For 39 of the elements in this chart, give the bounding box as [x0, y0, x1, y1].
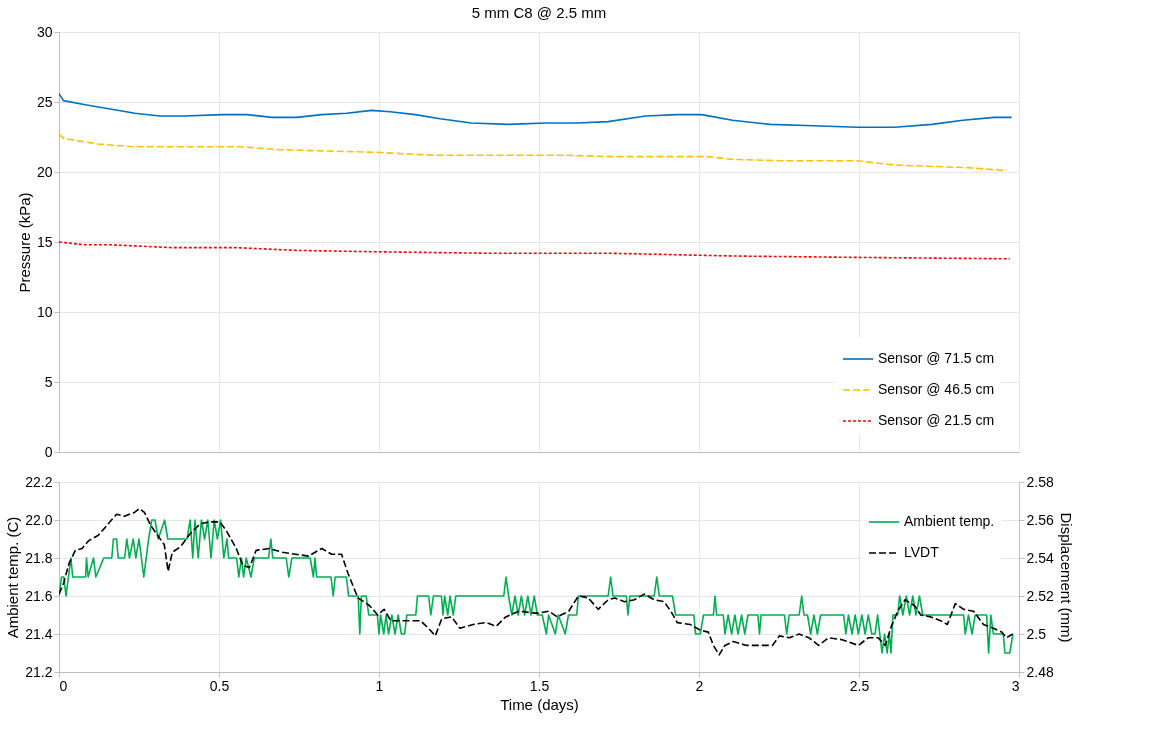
y-tick-label: 21.4	[25, 625, 53, 642]
line-series	[59, 92, 1013, 128]
line-series	[59, 133, 1008, 172]
x-axis-title: Time (days)	[500, 695, 579, 713]
x-tick-label: 2	[695, 677, 704, 694]
x-tick-label: 0	[59, 677, 68, 694]
chart-title: 5 mm C8 @ 2.5 mm	[471, 4, 607, 21]
y2-tick-label: 2.52	[1026, 587, 1054, 604]
legend-label: LVDT	[904, 544, 940, 560]
x-tick-label: 3	[1011, 677, 1020, 694]
y-tick-label: 21.2	[25, 663, 53, 680]
y-tick-label: 22.0	[25, 511, 53, 528]
x-tick-label: 2.5	[849, 677, 870, 694]
y-tick-label: 5	[44, 373, 53, 390]
y2-tick-label: 2.54	[1026, 549, 1054, 566]
y-tick-label: 15	[36, 233, 53, 250]
y2-tick-label: 2.5	[1026, 625, 1047, 642]
y-axis-title: Ambient temp. (C)	[4, 516, 22, 639]
y2-axis-title: Displacement (mm)	[1057, 512, 1075, 643]
legend-label: Sensor @ 21.5 cm	[878, 412, 995, 428]
legend-label: Sensor @ 46.5 cm	[878, 381, 995, 397]
line-series	[59, 241, 1011, 260]
x-tick-label: 1	[375, 677, 384, 694]
x-tick-label: 0.5	[209, 677, 230, 694]
y2-tick-label: 2.58	[1026, 473, 1054, 490]
y2-tick-label: 2.56	[1026, 511, 1054, 528]
y-tick-label: 30	[36, 23, 53, 40]
y-tick-label: 20	[36, 163, 53, 180]
x-tick-label: 1.5	[529, 677, 550, 694]
y-tick-label: 21.8	[25, 549, 53, 566]
y-tick-label: 22.2	[25, 473, 53, 490]
y-axis-title: Pressure (kPa)	[15, 192, 33, 293]
y-tick-label: 25	[36, 93, 53, 110]
y-tick-label: 21.6	[25, 587, 53, 604]
legend-label: Sensor @ 71.5 cm	[878, 350, 995, 366]
y2-tick-label: 2.48	[1026, 663, 1054, 680]
y-tick-label: 0	[44, 443, 53, 460]
y-tick-label: 10	[36, 303, 53, 320]
legend-label: Ambient temp.	[904, 513, 995, 529]
